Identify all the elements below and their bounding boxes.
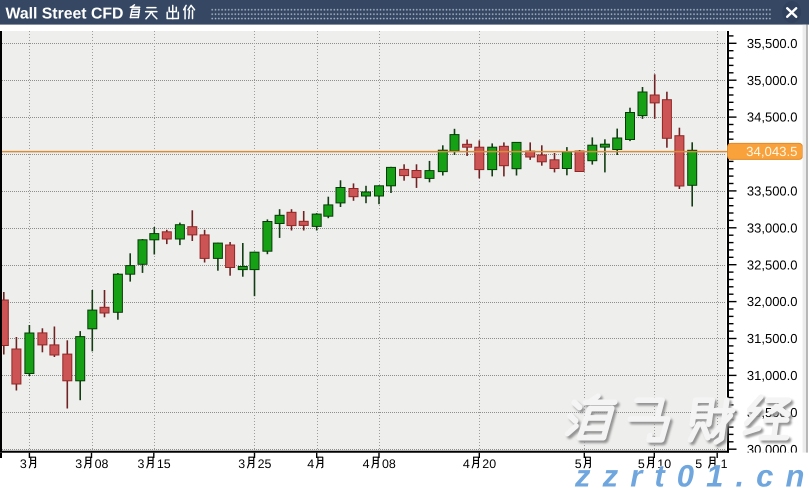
svg-text:zzrt01.cn: zzrt01.cn bbox=[574, 459, 809, 488]
svg-text:Wall Street CFD: Wall Street CFD bbox=[6, 5, 124, 22]
svg-text:08: 08 bbox=[382, 457, 396, 471]
svg-text:3: 3 bbox=[75, 457, 82, 471]
svg-text:32,500.0: 32,500.0 bbox=[747, 257, 798, 272]
svg-text:3: 3 bbox=[138, 457, 145, 471]
svg-text:34,043.5: 34,043.5 bbox=[746, 144, 797, 159]
svg-text:31,000.0: 31,000.0 bbox=[747, 368, 798, 383]
svg-text:3: 3 bbox=[238, 457, 245, 471]
svg-text:3: 3 bbox=[20, 457, 27, 471]
svg-text:4: 4 bbox=[363, 457, 370, 471]
svg-text:4: 4 bbox=[463, 457, 470, 471]
svg-text:10: 10 bbox=[657, 457, 671, 471]
svg-text:35,500.0: 35,500.0 bbox=[747, 36, 798, 51]
svg-text:33,500.0: 33,500.0 bbox=[747, 184, 798, 199]
svg-text:35,000.0: 35,000.0 bbox=[747, 73, 798, 88]
svg-text:33,000.0: 33,000.0 bbox=[747, 220, 798, 235]
svg-text:5: 5 bbox=[638, 457, 645, 471]
svg-text:4: 4 bbox=[307, 457, 314, 471]
svg-text:1: 1 bbox=[721, 457, 728, 471]
svg-text:20: 20 bbox=[482, 457, 496, 471]
svg-text:32,000.0: 32,000.0 bbox=[747, 294, 798, 309]
svg-text:5: 5 bbox=[575, 457, 582, 471]
svg-text:34,500.0: 34,500.0 bbox=[747, 110, 798, 125]
svg-text:31,500.0: 31,500.0 bbox=[747, 331, 798, 346]
svg-text:25: 25 bbox=[258, 457, 272, 471]
svg-text:08: 08 bbox=[95, 457, 109, 471]
svg-text:15: 15 bbox=[157, 457, 171, 471]
svg-text:5: 5 bbox=[695, 457, 702, 471]
